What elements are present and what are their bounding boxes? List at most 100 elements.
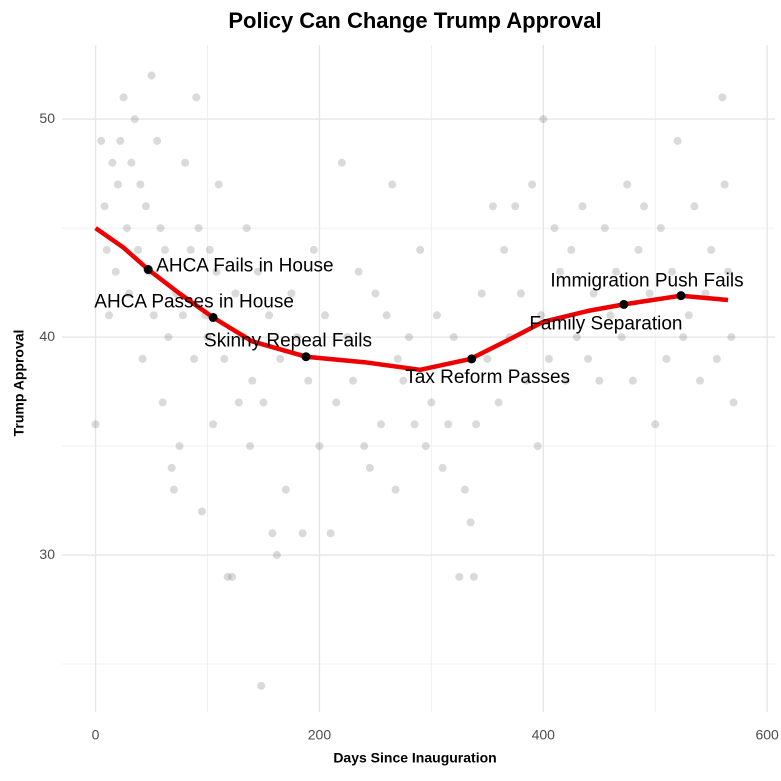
data-point: [723, 267, 732, 276]
data-point: [427, 398, 436, 407]
data-point: [186, 245, 195, 254]
data-point: [122, 224, 131, 233]
data-point: [391, 485, 400, 494]
data-point: [718, 93, 727, 102]
data-point: [304, 376, 313, 385]
data-point: [365, 463, 374, 472]
trend-line: [94, 226, 729, 373]
data-point: [276, 354, 285, 363]
data-point: [349, 376, 358, 385]
data-point: [377, 420, 386, 429]
data-point: [354, 267, 363, 276]
data-point: [272, 551, 281, 560]
data-point: [572, 333, 581, 342]
event-point: [143, 265, 153, 275]
data-point: [416, 245, 425, 254]
data-point: [332, 398, 341, 407]
data-point: [668, 267, 677, 276]
data-point: [449, 333, 458, 342]
data-point: [91, 420, 100, 429]
data-point: [108, 158, 117, 167]
data-point: [192, 93, 201, 102]
event-label: Skinny Repeal Fails: [204, 331, 372, 352]
event-point: [619, 299, 629, 309]
event-point: [467, 354, 477, 364]
data-point: [223, 572, 232, 581]
data-point: [421, 442, 430, 451]
data-point: [203, 333, 212, 342]
data-point: [259, 398, 268, 407]
data-point: [662, 354, 671, 363]
data-point: [651, 420, 660, 429]
data-point: [727, 333, 736, 342]
data-point: [119, 93, 128, 102]
data-point: [125, 289, 134, 298]
data-point: [567, 245, 576, 254]
data-point: [246, 442, 255, 451]
data-point: [634, 245, 643, 254]
data-point: [623, 180, 632, 189]
data-point: [690, 202, 699, 211]
data-point: [600, 224, 609, 233]
event-label: AHCA Fails in House: [156, 256, 333, 277]
data-point: [628, 376, 637, 385]
data-point: [516, 289, 525, 298]
data-point: [158, 398, 167, 407]
data-point: [472, 420, 481, 429]
data-point: [455, 572, 464, 581]
x-tick-label: 0: [92, 727, 100, 743]
data-point: [432, 311, 441, 320]
data-point: [147, 71, 156, 80]
data-point: [522, 376, 531, 385]
data-point: [388, 180, 397, 189]
event-point: [676, 291, 686, 301]
data-point: [584, 354, 593, 363]
data-point: [205, 245, 214, 254]
data-point: [136, 180, 145, 189]
data-point: [197, 507, 206, 516]
data-point: [460, 485, 469, 494]
data-point: [265, 311, 274, 320]
data-point: [393, 354, 402, 363]
data-point: [707, 245, 716, 254]
data-point: [116, 136, 125, 145]
data-point: [371, 289, 380, 298]
data-point: [321, 311, 330, 320]
data-point: [190, 354, 199, 363]
data-point: [156, 224, 165, 233]
data-point: [343, 333, 352, 342]
data-point: [360, 442, 369, 451]
data-point: [640, 202, 649, 211]
data-point: [214, 180, 223, 189]
data-point: [111, 267, 120, 276]
data-point: [617, 333, 626, 342]
data-point: [595, 376, 604, 385]
x-axis-title: Days Since Inauguration: [333, 750, 496, 766]
data-point: [561, 376, 570, 385]
event-point: [208, 312, 218, 322]
data-point: [511, 202, 520, 211]
data-point: [679, 333, 688, 342]
data-point: [483, 354, 492, 363]
x-tick-label: 200: [308, 727, 332, 743]
data-point: [326, 529, 335, 538]
data-point: [149, 311, 158, 320]
data-point: [178, 311, 187, 320]
event-label: Family Separation: [529, 313, 682, 334]
data-point: [556, 267, 565, 276]
data-point: [469, 572, 478, 581]
data-point: [656, 224, 665, 233]
data-point: [684, 311, 693, 320]
chart-title: Policy Can Change Trump Approval: [228, 8, 601, 33]
data-point: [160, 245, 169, 254]
data-point: [612, 267, 621, 276]
data-point: [175, 442, 184, 451]
data-point: [477, 289, 486, 298]
data-point: [257, 681, 266, 690]
data-point: [298, 529, 307, 538]
data-point: [712, 354, 721, 363]
data-point: [138, 354, 147, 363]
data-point: [127, 158, 136, 167]
data-point: [287, 289, 296, 298]
